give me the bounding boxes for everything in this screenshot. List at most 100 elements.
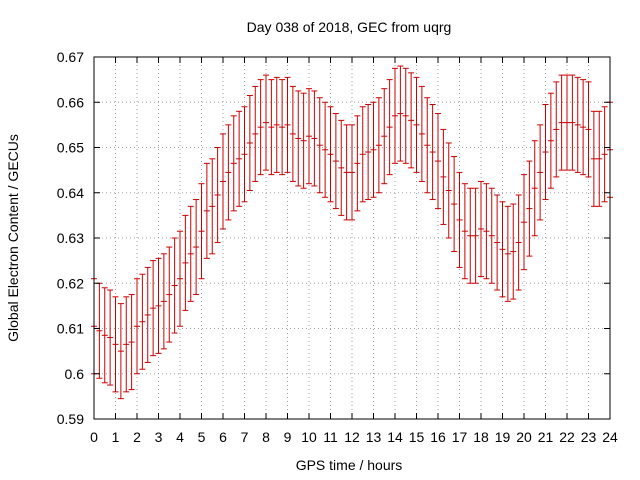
error-bar-point [128, 294, 135, 391]
error-bar-point [236, 110, 243, 207]
y-tick-label: 0.63 [57, 230, 84, 246]
x-axis-label: GPS time / hours [296, 457, 403, 473]
error-bar-point [580, 79, 587, 176]
error-bar-point [289, 85, 296, 182]
error-bar-point [365, 104, 372, 201]
x-tick-label: 16 [430, 429, 446, 445]
y-tick-label: 0.67 [57, 49, 84, 65]
error-bar-point [349, 124, 355, 221]
error-bar-point [230, 115, 237, 212]
error-bar-point [418, 85, 425, 182]
error-bar-point [558, 74, 565, 171]
error-bar-point [306, 88, 312, 185]
error-bar-point [182, 214, 189, 311]
x-tick-label: 19 [495, 429, 511, 445]
x-tick-label: 18 [473, 429, 489, 445]
error-bar-point [322, 101, 329, 198]
error-bar-point [494, 194, 501, 291]
error-bar-point [112, 296, 119, 393]
x-tick-label: 12 [344, 429, 360, 445]
x-tick-label: 13 [366, 429, 382, 445]
y-tick-label: 0.65 [57, 140, 84, 156]
y-tick-label: 0.66 [57, 94, 84, 110]
error-bar-point [160, 253, 167, 350]
error-bar-point [413, 76, 420, 173]
error-bar-point [472, 187, 479, 284]
error-bar-point [585, 81, 592, 178]
error-bar-point [553, 81, 560, 178]
error-bar-point [295, 90, 302, 187]
error-bar-point [445, 142, 452, 239]
x-tick-label: 14 [387, 429, 403, 445]
error-bar-point [150, 260, 157, 357]
error-bar-point [101, 287, 108, 384]
error-bar-point [375, 97, 382, 194]
error-bar-point [300, 92, 307, 189]
y-tick-label: 0.6 [65, 366, 85, 382]
x-tick-label: 22 [559, 429, 575, 445]
error-bar-point [451, 156, 458, 253]
x-tick-label: 0 [90, 429, 98, 445]
error-bar-point [488, 187, 495, 284]
error-bar-point [408, 72, 415, 169]
error-bar-point [177, 230, 183, 327]
error-bar-point [521, 174, 527, 271]
error-bar-point [590, 110, 597, 207]
x-tick-label: 9 [284, 429, 292, 445]
error-bar-point [220, 133, 226, 230]
error-bar-point [257, 79, 264, 176]
x-tick-label: 23 [581, 429, 597, 445]
error-bar-point [515, 194, 522, 291]
error-bar-point [564, 74, 570, 171]
error-bar-point [155, 257, 162, 354]
error-bar-point [209, 158, 216, 255]
error-bar-point [596, 110, 603, 207]
x-tick-label: 20 [516, 429, 532, 445]
error-bar-point [504, 205, 511, 302]
error-bar-point [386, 79, 393, 176]
error-bar-point [187, 205, 194, 302]
error-bar-point [370, 101, 377, 198]
error-bar-point [547, 92, 554, 189]
error-bar-point [537, 124, 544, 221]
x-tick-label: 6 [219, 429, 227, 445]
x-tick-label: 5 [198, 429, 206, 445]
error-bar-point [483, 183, 490, 280]
error-bar-point [166, 246, 173, 343]
x-tick-label: 21 [538, 429, 554, 445]
error-bar-point [252, 85, 259, 182]
error-bar-point [203, 162, 210, 259]
y-tick-label: 0.61 [57, 321, 84, 337]
y-tick-label: 0.62 [57, 275, 84, 291]
error-bar-point [316, 97, 323, 194]
error-bar-point [193, 199, 200, 296]
error-bar-point [246, 94, 253, 191]
tick-layer: 0 1 2 3 4 5 6 7 8 9 10 11 12 13 14 15 16 17 18 19 20 21 22 23 24… [57, 49, 618, 445]
error-bar-point [354, 115, 361, 212]
error-bar-point [435, 113, 441, 210]
error-bar-point [531, 140, 538, 237]
error-bar-point [478, 180, 484, 277]
error-bar-point [139, 273, 146, 370]
error-bar-point [510, 203, 517, 300]
x-tick-label: 2 [133, 429, 141, 445]
error-bar-point [107, 289, 114, 386]
error-bar-point [214, 147, 221, 244]
error-bar-point [601, 106, 608, 203]
error-bar-point [171, 237, 178, 334]
x-tick-label: 15 [409, 429, 425, 445]
error-bar-point [461, 183, 468, 280]
error-bar-point [526, 160, 533, 257]
error-bar-point [241, 106, 248, 203]
chart-title: Day 038 of 2018, GEC from uqrg [247, 19, 452, 35]
x-tick-label: 10 [301, 429, 317, 445]
y-tick-label: 0.64 [57, 185, 84, 201]
y-tick-label: 0.59 [57, 411, 84, 427]
x-tick-label: 1 [112, 429, 120, 445]
error-bar-point [117, 303, 124, 400]
error-bar-point [499, 201, 506, 298]
error-bar-point [123, 296, 130, 393]
error-bar-point [268, 79, 275, 176]
